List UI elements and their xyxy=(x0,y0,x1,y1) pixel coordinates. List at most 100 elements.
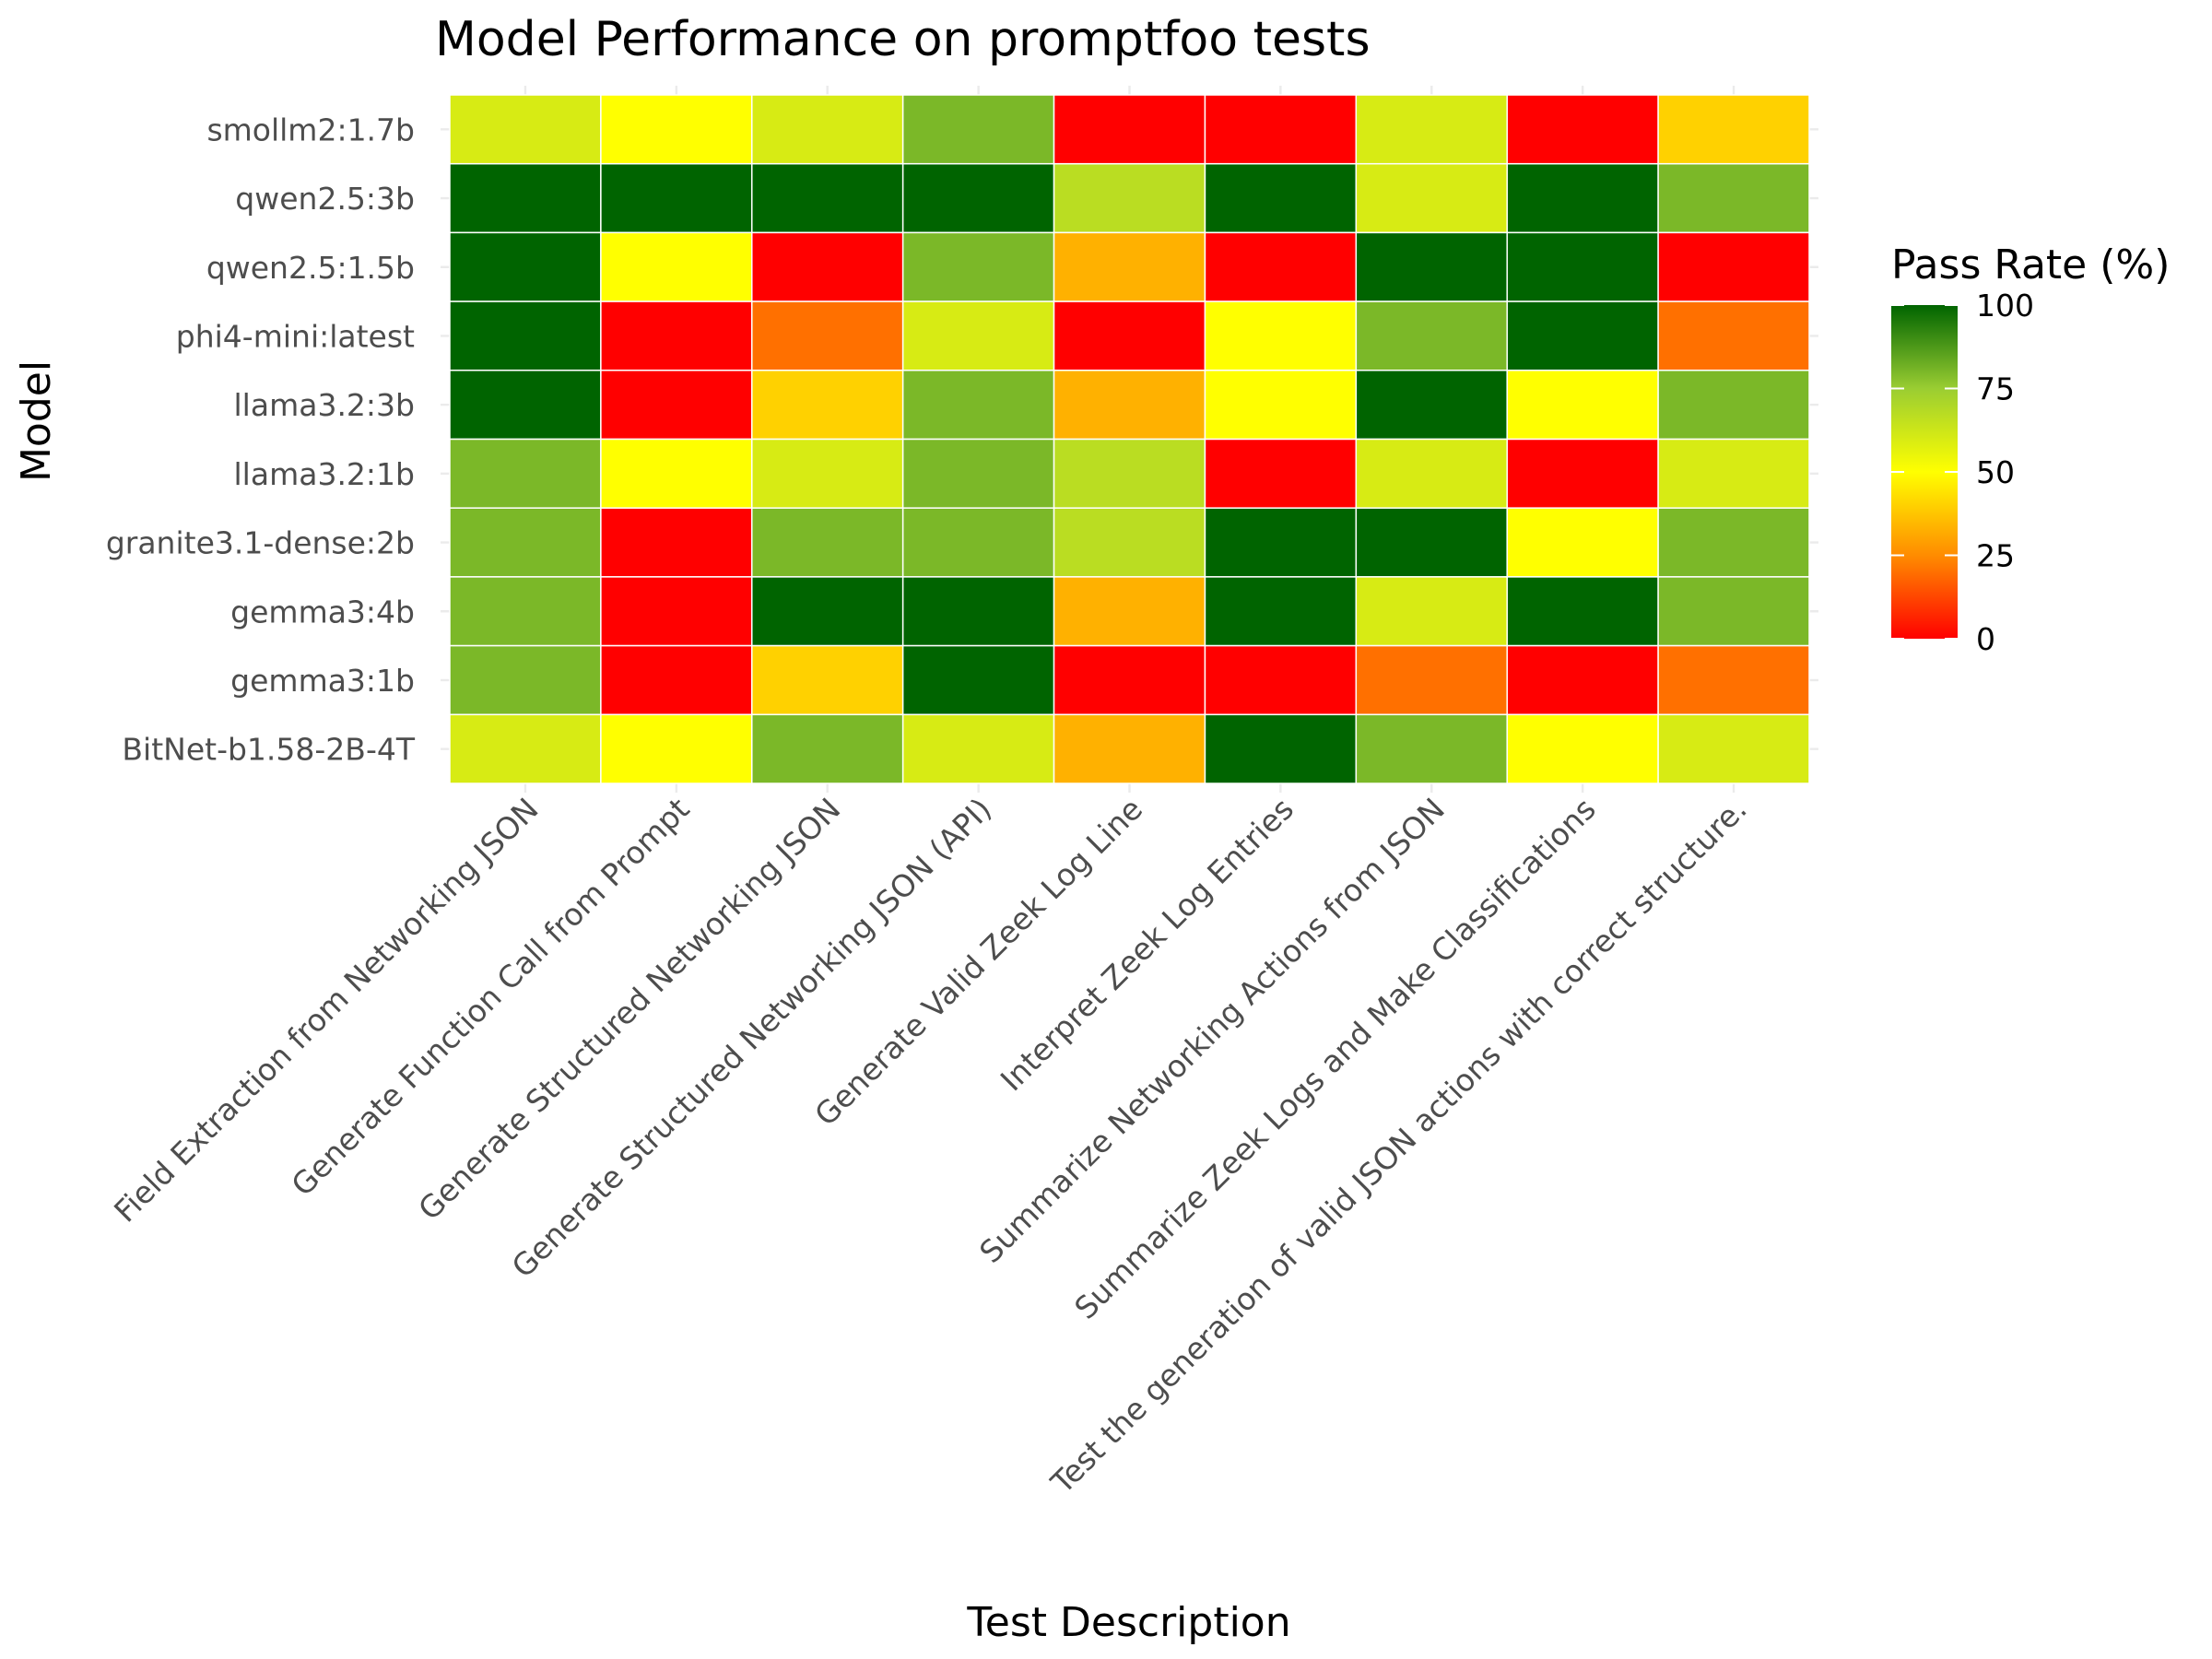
legend-tick-label: 75 xyxy=(1976,371,2015,407)
heatmap-cell xyxy=(1204,370,1358,441)
heatmap-cell xyxy=(1204,507,1358,578)
heatmap-cell xyxy=(1506,438,1659,509)
heatmap-cell xyxy=(1053,507,1206,578)
heatmap-cell xyxy=(1355,231,1508,302)
heatmap-cell xyxy=(1657,300,1810,371)
legend-ticks: 100 75 50 25 0 xyxy=(1891,288,2034,657)
heatmap-cell xyxy=(1053,370,1206,441)
heatmap-cell xyxy=(1506,644,1659,716)
heatmap-cell xyxy=(1657,507,1810,578)
heatmap-cell xyxy=(1657,576,1810,647)
y-tick-label: qwen2.5:1.5b xyxy=(206,250,415,286)
heatmap-cell xyxy=(901,94,1055,165)
heatmap-cell xyxy=(1204,438,1358,509)
x-axis-title: Test Description xyxy=(966,1599,1290,1646)
heatmap-cell xyxy=(901,576,1055,647)
heatmap-cell xyxy=(1506,507,1659,578)
heatmap-cell xyxy=(1053,300,1206,371)
heatmap-cell xyxy=(751,438,904,509)
heatmap-cell xyxy=(1506,713,1659,784)
heatmap-cell xyxy=(1657,370,1810,441)
heatmap-cell xyxy=(751,576,904,647)
heatmap-cell xyxy=(449,370,602,441)
heatmap-cell xyxy=(1053,162,1206,234)
heatmap-cell xyxy=(901,507,1055,578)
legend-title: Pass Rate (%) xyxy=(1891,241,2170,288)
heatmap-cell xyxy=(1204,576,1358,647)
heatmap-cell xyxy=(1657,94,1810,165)
y-tick-label: gemma3:4b xyxy=(230,594,415,629)
y-tick-label: llama3.2:3b xyxy=(234,387,415,423)
x-tick-label: Interpret Zeek Log Entries xyxy=(994,791,1300,1098)
heatmap-cell xyxy=(600,438,753,509)
y-tick-label: BitNet-b1.58-2B-4T xyxy=(122,732,415,768)
y-tick-label: granite3.1-dense:2b xyxy=(106,525,415,561)
heatmap-cell xyxy=(449,644,602,716)
heatmap-cell xyxy=(449,94,602,165)
heatmap-cell xyxy=(600,713,753,784)
heatmap-cell xyxy=(449,231,602,302)
heatmap-cell xyxy=(901,300,1055,371)
heatmap-cell xyxy=(901,231,1055,302)
heatmap-cell xyxy=(901,713,1055,784)
heatmap-cell xyxy=(1355,576,1508,647)
heatmap-cell xyxy=(449,300,602,371)
heatmap-cell xyxy=(449,576,602,647)
heatmap-cell xyxy=(1355,370,1508,441)
heatmap-cell xyxy=(600,507,753,578)
heatmap-cell xyxy=(1355,507,1508,578)
heatmap-cell xyxy=(1657,231,1810,302)
heatmap-cell xyxy=(1355,162,1508,234)
heatmap-cell xyxy=(1053,94,1206,165)
heatmap-cell xyxy=(1355,438,1508,509)
heatmap-cell xyxy=(751,370,904,441)
chart-title: Model Performance on promptfoo tests xyxy=(435,12,1371,67)
heatmap-cell xyxy=(600,162,753,234)
y-tick-label: gemma3:1b xyxy=(230,663,415,699)
heatmap-cell xyxy=(449,162,602,234)
heatmap-cell xyxy=(1355,300,1508,371)
x-tick-label: Summarize Zeek Logs and Make Classificat… xyxy=(1067,791,1603,1326)
legend-tick-label: 50 xyxy=(1976,454,2015,490)
heatmap-cell xyxy=(600,94,753,165)
heatmap-cell xyxy=(901,162,1055,234)
heatmap-cell xyxy=(1053,644,1206,716)
y-tick-label: smollm2:1.7b xyxy=(206,112,415,147)
heatmap-cell xyxy=(1506,162,1659,234)
heatmap-cell xyxy=(901,438,1055,509)
heatmap-cell xyxy=(1657,438,1810,509)
heatmap-cell xyxy=(1204,162,1358,234)
y-tick-labels: smollm2:1.7b qwen2.5:3b qwen2.5:1.5b phi4-m… xyxy=(106,112,416,767)
heatmap-cell xyxy=(751,507,904,578)
heatmap-cell xyxy=(751,644,904,716)
heatmap-cells xyxy=(449,94,1810,784)
heatmap-cell xyxy=(1506,94,1659,165)
heatmap-cell xyxy=(1506,576,1659,647)
heatmap-cell xyxy=(1204,644,1358,716)
heatmap-cell xyxy=(1657,162,1810,234)
legend-tick-label: 100 xyxy=(1976,288,2034,324)
legend-tick-label: 0 xyxy=(1976,621,1995,657)
heatmap-cell xyxy=(751,300,904,371)
heatmap-cell xyxy=(600,370,753,441)
heatmap-cell xyxy=(1657,713,1810,784)
legend: Pass Rate (%) 100 75 50 25 0 xyxy=(1891,241,2170,657)
heatmap-cell xyxy=(1355,713,1508,784)
x-tick-labels: Field Extraction from Networking JSONGen… xyxy=(107,791,1754,1501)
legend-tick-label: 25 xyxy=(1976,538,2015,574)
heatmap-cell xyxy=(600,231,753,302)
heatmap-cell xyxy=(600,576,753,647)
y-tick-label: llama3.2:1b xyxy=(234,456,415,492)
heatmap-cell xyxy=(751,713,904,784)
heatmap-cell xyxy=(751,94,904,165)
heatmap-cell xyxy=(1053,438,1206,509)
heatmap-cell xyxy=(1053,231,1206,302)
y-axis-title: Model xyxy=(13,360,60,482)
heatmap-cell xyxy=(1506,300,1659,371)
heatmap-cell xyxy=(449,438,602,509)
heatmap-cell xyxy=(1355,644,1508,716)
heatmap-cell xyxy=(751,162,904,234)
heatmap-cell xyxy=(1657,644,1810,716)
heatmap-cell xyxy=(1355,94,1508,165)
